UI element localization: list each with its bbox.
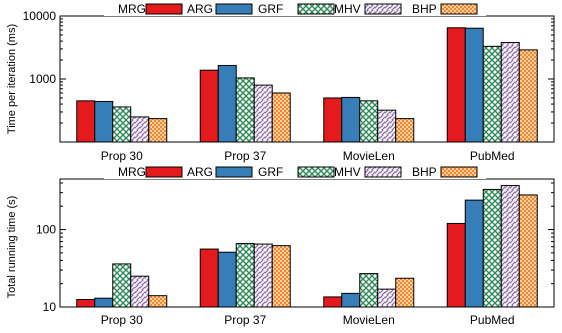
bar-mrg-pubmed (519, 50, 537, 142)
bar-mrg-movielen (396, 119, 414, 142)
legend-swatch-mhv (298, 167, 334, 177)
bar-arg-prop-37 (200, 70, 218, 142)
bar-bhp-prop-37 (254, 85, 272, 142)
bar-bhp-movielen (378, 110, 396, 142)
bar-mrg-movielen (396, 278, 414, 307)
y-tick-label: 1000 (29, 72, 56, 86)
y-tick-label: 100 (36, 223, 56, 237)
legend-swatch-bhp (365, 4, 401, 14)
bar-mhv-movielen (360, 101, 378, 142)
bar-mrg-prop-30 (149, 296, 167, 307)
bar-mrg-pubmed (519, 195, 537, 307)
category-label: MovieLen (343, 313, 395, 327)
bar-grf-movielen (342, 293, 360, 307)
category-label: Prop 37 (224, 149, 266, 163)
bar-bhp-movielen (378, 289, 396, 307)
bar-arg-prop-37 (200, 249, 218, 307)
legend-swatch-mhv (298, 4, 334, 14)
bar-mrg-prop-37 (272, 246, 290, 307)
bar-grf-movielen (342, 97, 360, 142)
legend-swatch-grf (216, 4, 252, 14)
bar-mhv-prop-30 (113, 107, 131, 142)
y-tick-label: 10000 (23, 9, 57, 23)
legend-swatch-arg (146, 4, 182, 14)
legend-label: GRF (258, 2, 283, 16)
y-axis-label: Time per iteration (ms) (6, 24, 18, 134)
category-label: Prop 30 (101, 313, 143, 327)
category-label: PubMed (470, 313, 515, 327)
bar-mhv-prop-37 (236, 78, 254, 142)
bar-arg-pubmed (447, 28, 465, 142)
category-label: Prop 37 (224, 313, 266, 327)
bar-mrg-prop-30 (149, 119, 167, 142)
bar-bhp-prop-30 (131, 117, 149, 142)
bar-arg-movielen (324, 98, 342, 142)
legend-label: ARG (187, 2, 213, 16)
legend-label: MRG (118, 165, 146, 179)
bar-mhv-prop-37 (236, 244, 254, 307)
bar-mhv-pubmed (483, 46, 501, 142)
legend-swatch-arg (146, 167, 182, 177)
bar-arg-prop-30 (77, 101, 95, 142)
legend-label: MHV (334, 2, 361, 16)
bar-grf-pubmed (465, 28, 483, 142)
category-label: PubMed (470, 149, 515, 163)
bar-grf-prop-37 (218, 65, 236, 142)
bottom-chart: 10 100 Total running time (s) Prop 30 Prop 3… (6, 165, 554, 327)
legend-label: BHP (412, 2, 437, 16)
bar-mrg-prop-37 (272, 93, 290, 142)
bar-bhp-prop-30 (131, 276, 149, 307)
bar-bhp-pubmed (501, 186, 519, 307)
legend-swatch-bhp (365, 167, 401, 177)
category-label: MovieLen (343, 149, 395, 163)
bar-bhp-pubmed (501, 42, 519, 142)
bar-mhv-movielen (360, 274, 378, 307)
bar-grf-prop-30 (95, 298, 113, 307)
y-tick-label: 10 (43, 300, 57, 314)
legend-label: MHV (334, 165, 361, 179)
bar-mhv-pubmed (483, 189, 501, 307)
bar-grf-prop-30 (95, 101, 113, 142)
bar-bhp-prop-37 (254, 244, 272, 307)
legend-swatch-mrg (441, 167, 477, 177)
category-label: Prop 30 (101, 149, 143, 163)
y-axis-label: Total running time (s) (6, 196, 18, 299)
legend-swatch-mrg (441, 4, 477, 14)
bar-mhv-prop-30 (113, 264, 131, 307)
bar-arg-prop-30 (77, 299, 95, 307)
legend-label: MRG (118, 2, 146, 16)
legend-swatch-grf (216, 167, 252, 177)
bar-grf-pubmed (465, 200, 483, 307)
legend-label: ARG (187, 165, 213, 179)
top-chart: 1000 10000 Time per iteration (ms) Prop 30 P… (6, 2, 554, 163)
legend-label: GRF (258, 165, 283, 179)
bar-arg-movielen (324, 297, 342, 307)
bar-grf-prop-37 (218, 252, 236, 307)
legend-label: BHP (412, 165, 437, 179)
bar-arg-pubmed (447, 223, 465, 307)
